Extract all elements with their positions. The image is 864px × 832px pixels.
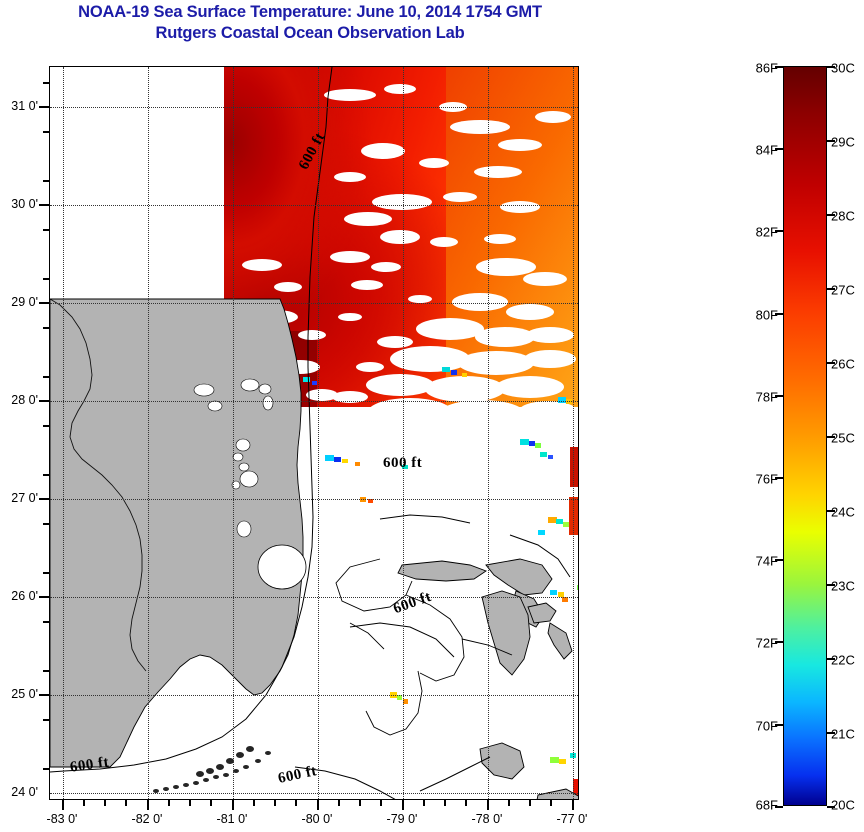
florida-keys [153,746,271,793]
cbar-label-68F: 68F [755,797,778,813]
cbar-label-27C: 27C [831,282,855,298]
cbar-label-84F: 84F [755,142,778,158]
cbar-label-28C: 28C [831,208,855,224]
x-tick-label--82: -82 0' [131,812,163,826]
map-plot-area: 600 ft 600 ft 600 ft 600 ft 600 ft [49,66,579,800]
cbar-label-74F: 74F [755,553,778,569]
florida-peninsula-shape [50,298,304,768]
cbar-label-70F: 70F [755,718,778,734]
y-tick-label-31: 31 0' [11,99,38,113]
bahama-bank-island-s [479,742,525,780]
x-tick-label--78: -78 0' [471,812,503,826]
land-layer [50,298,578,799]
x-tick-label--77: -77 0' [556,812,588,826]
title-line-1: NOAA-19 Sea Surface Temperature: June 10… [78,3,542,21]
y-tick-label-26: 26 0' [11,589,38,603]
cbar-label-26C: 26C [831,356,855,372]
y-tick-label-29: 29 0' [11,295,38,309]
cloud-mask-layer [50,67,578,799]
y-tick-label-24: 24 0' [11,785,38,799]
x-tick-label--83: -83 0' [46,812,78,826]
andros-island [481,590,531,676]
cbar-label-20C: 20C [831,797,855,813]
cbar-label-30C: 30C [831,60,855,76]
y-tick-label-27: 27 0' [11,491,38,505]
cbar-label-78F: 78F [755,389,778,405]
grand-bahama [397,560,487,582]
cbar-label-82F: 82F [755,224,778,240]
bahama-bank-outlines [335,558,513,736]
figure-title: NOAA-19 Sea Surface Temperature: June 10… [0,2,620,44]
cbar-label-86F: 86F [755,60,778,76]
y-tick-label-28: 28 0' [11,393,38,407]
cloud-mask-shapes [242,84,578,477]
y-tick-label-25: 25 0' [11,687,38,701]
colorbar-gradient [783,66,827,806]
florida-gulf-coast-detail [50,298,147,672]
cbar-label-23C: 23C [831,578,855,594]
title-line-2: Rutgers Coastal Ocean Observation Lab [155,24,465,42]
eleuthera [547,622,573,660]
contour-label-600ft-2: 600 ft [383,455,423,471]
bahamas-islands [397,558,578,799]
temperature-colorbar [775,66,835,808]
x-tick-label--81: -81 0' [216,812,248,826]
inland-lakes [193,378,274,538]
bahama-island-se [536,788,578,799]
x-tick-label--79: -79 0' [386,812,418,826]
lake-okeechobee [257,544,307,590]
cbar-label-76F: 76F [755,471,778,487]
cbar-label-72F: 72F [755,635,778,651]
cbar-label-24C: 24C [831,504,855,520]
great-abaco [485,558,553,596]
y-tick-label-30: 30 0' [11,197,38,211]
cbar-label-21C: 21C [831,726,855,742]
cbar-label-29C: 29C [831,134,855,150]
cbar-label-22C: 22C [831,652,855,668]
bathymetry-contour-600ft [50,67,571,799]
cbar-label-80F: 80F [755,307,778,323]
new-providence [527,602,557,624]
cbar-label-25C: 25C [831,430,855,446]
x-tick-label--80: -80 0' [301,812,333,826]
